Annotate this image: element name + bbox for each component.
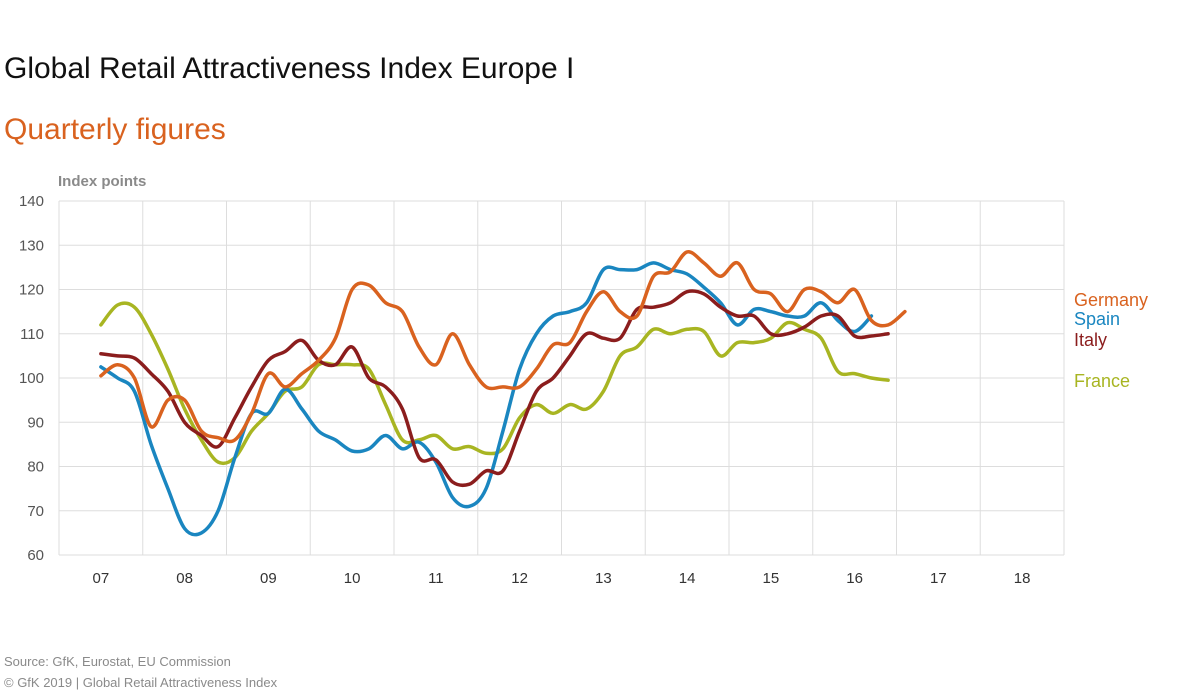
x-tick-label: 11 [428,570,444,587]
y-tick-label: 80 [27,459,44,476]
chart-subtitle: Quarterly figures [4,113,226,146]
y-tick-label: 120 [19,282,44,299]
x-tick-label: 09 [260,570,277,587]
y-axis-label: Index points [58,173,147,190]
legend-spain: Spain [1074,309,1121,329]
series-line-spain [99,261,874,537]
y-tick-label: 90 [27,414,44,431]
y-tick-label: 100 [19,370,44,387]
x-tick-label: 15 [763,570,780,587]
y-tick-label: 130 [19,237,44,254]
y-tick-label: 110 [20,326,44,343]
legend-italy: Italy [1074,330,1108,350]
legend-germany: Germany [1074,290,1149,310]
y-tick-label: 70 [27,503,44,520]
x-tick-label: 16 [846,570,863,587]
x-tick-label: 08 [176,570,193,587]
x-tick-label: 18 [1014,570,1031,587]
x-tick-label: 13 [595,570,612,587]
x-tick-label: 17 [930,570,947,587]
series-line-germany [99,250,907,444]
x-tick-label: 10 [344,570,361,587]
y-tick-label: 60 [27,547,44,564]
legend-france: France [1074,371,1131,391]
x-tick-label: 07 [93,570,110,587]
series-line-italy [99,289,890,488]
x-tick-label: 14 [679,570,696,587]
x-tick-label: 12 [511,570,528,587]
y-tick-label: 140 [19,193,44,210]
source-note: Source: GfK, Eurostat, EU Commission [4,654,231,669]
copyright-note: © GfK 2019 | Global Retail Attractivenes… [4,675,278,690]
chart-title: Global Retail Attractiveness Index Europ… [4,52,575,85]
